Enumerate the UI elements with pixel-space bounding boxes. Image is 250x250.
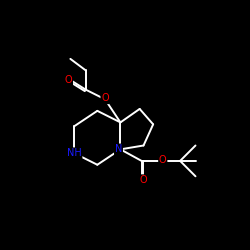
- Text: O: O: [65, 75, 72, 85]
- Text: N: N: [115, 144, 122, 154]
- Text: O: O: [140, 175, 147, 185]
- Text: O: O: [101, 93, 109, 103]
- Text: O: O: [159, 155, 166, 165]
- Text: NH: NH: [67, 148, 82, 158]
